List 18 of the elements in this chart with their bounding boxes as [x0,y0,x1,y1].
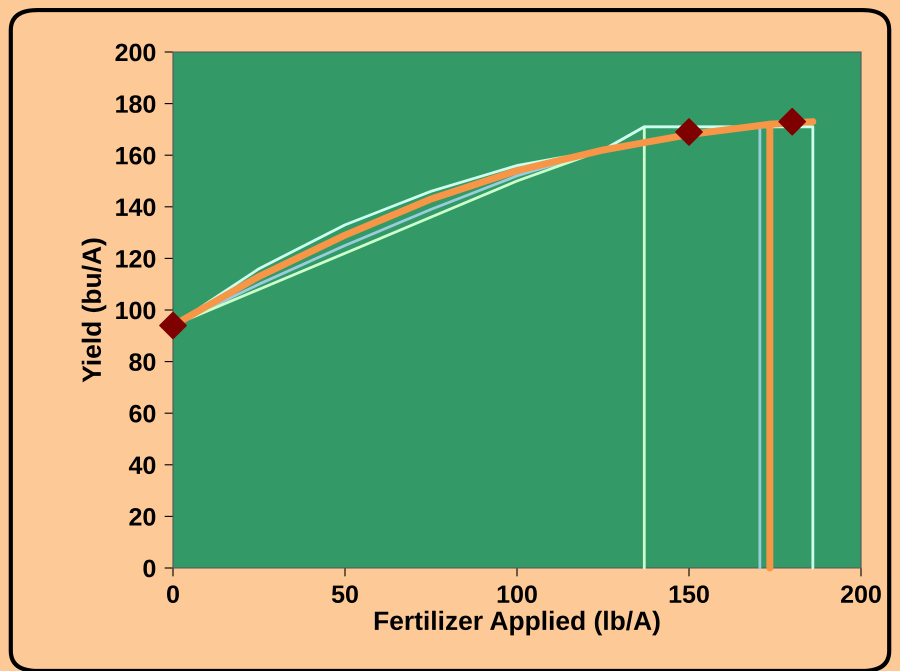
y-tick-label: 0 [143,560,156,578]
y-tick-label: 20 [129,508,156,526]
y-tick-label: 120 [116,250,156,268]
y-axis-title: Yield (bu/A) [82,238,106,382]
y-tick-label: 80 [129,353,156,371]
x-axis-title: Fertilizer Applied (lb/A) [374,610,660,636]
x-tick-label: 200 [841,585,881,604]
x-tick-label: 150 [670,585,709,604]
x-tick-label: 50 [332,585,358,604]
y-tick-label: 180 [116,95,156,113]
y-tick-label: 200 [115,44,156,62]
y-tick-label: 40 [128,456,156,474]
y-tick-label: 160 [116,146,156,165]
y-tick-label: 140 [116,198,156,216]
y-tick-label: 100 [116,302,156,320]
x-tick-label: 0 [167,585,179,604]
x-tick-label: 100 [498,585,537,604]
y-tick-label: 60 [129,404,156,423]
